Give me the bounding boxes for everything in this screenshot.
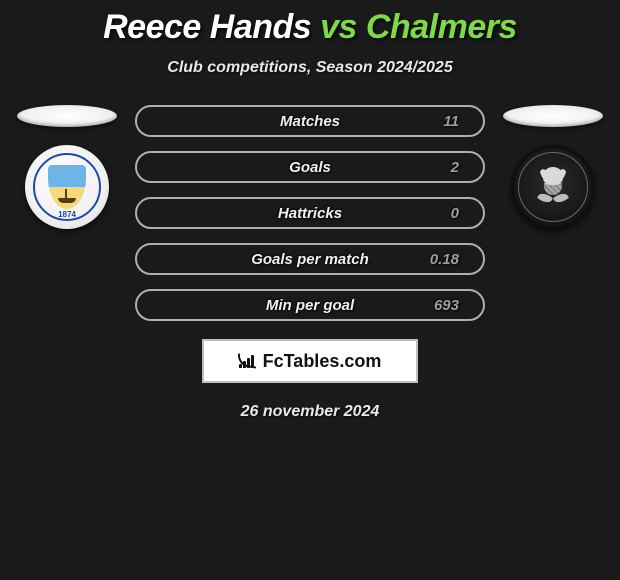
club-badge-left: 1874 — [25, 145, 109, 229]
country-pill-right — [503, 105, 603, 127]
stat-label: Matches — [211, 113, 409, 130]
stat-label: Goals per match — [211, 251, 409, 268]
club-badge-right — [511, 145, 595, 229]
thistle-icon — [536, 167, 570, 207]
stat-right-value: 11 — [409, 113, 459, 130]
branding-box[interactable]: FcTables.com — [202, 339, 418, 383]
stat-right-value: 693 — [409, 297, 459, 314]
stat-right-value: 0.18 — [409, 251, 459, 268]
player2-name: Chalmers — [366, 8, 517, 46]
date-text: 26 november 2024 — [241, 403, 380, 421]
right-side — [503, 105, 603, 229]
comparison-card: Reece Hands vs Chalmers Club competition… — [0, 0, 620, 421]
country-pill-left — [17, 105, 117, 127]
stat-row: Matches 11 — [135, 105, 485, 137]
ship-icon — [56, 189, 78, 203]
stat-right-value: 2 — [409, 159, 459, 176]
left-side: 1874 — [17, 105, 117, 229]
stat-row: Goals 2 — [135, 151, 485, 183]
stat-label: Min per goal — [211, 297, 409, 314]
page-title: Reece Hands vs Chalmers — [0, 8, 620, 47]
footer: FcTables.com 26 november 2024 — [0, 339, 620, 421]
stat-row: Min per goal 693 — [135, 289, 485, 321]
comparison-row: 1874 Matches 11 Goals 2 Hattricks 0 Goal… — [0, 105, 620, 321]
player1-name: Reece Hands — [103, 8, 311, 46]
bars-chart-icon — [239, 354, 257, 368]
stat-row: Hattricks 0 — [135, 197, 485, 229]
vs-label: vs — [320, 8, 357, 46]
stat-label: Goals — [211, 159, 409, 176]
subtitle: Club competitions, Season 2024/2025 — [0, 59, 620, 77]
stat-right-value: 0 — [409, 205, 459, 222]
stat-label: Hattricks — [211, 205, 409, 222]
stats-list: Matches 11 Goals 2 Hattricks 0 Goals per… — [135, 105, 485, 321]
badge-year: 1874 — [25, 210, 109, 219]
stat-row: Goals per match 0.18 — [135, 243, 485, 275]
branding-text: FcTables.com — [263, 351, 382, 372]
